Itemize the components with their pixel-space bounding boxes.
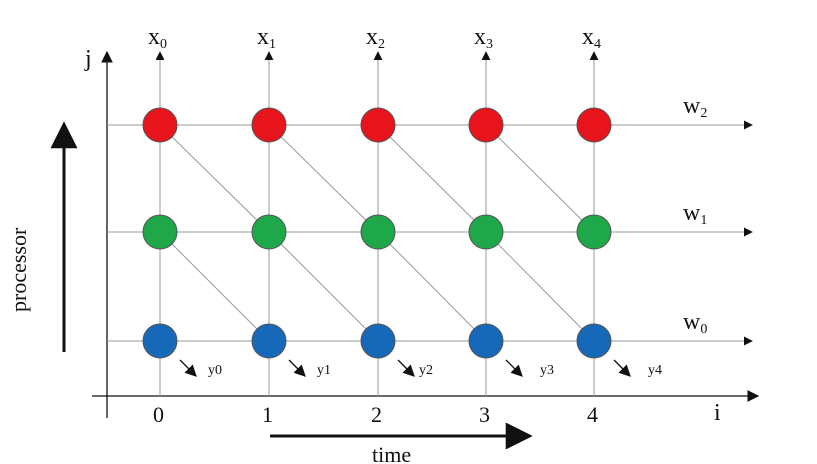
y-label: y4: [648, 363, 662, 378]
processor-label: processor: [6, 227, 31, 312]
nodes-row-w1: [142, 214, 612, 250]
j-axis-label: j: [84, 46, 92, 72]
y-label: y2: [419, 363, 433, 378]
time-label: time: [372, 442, 411, 464]
svg-text:0: 0: [153, 402, 164, 427]
svg-text:x1: x1: [257, 24, 276, 52]
nodes-row-w0: [142, 323, 612, 359]
output-arrows: [179, 359, 631, 377]
node-green: [468, 214, 504, 250]
node-green: [576, 214, 612, 250]
y-label: y1: [317, 363, 331, 378]
svg-text:w0: w0: [683, 309, 707, 337]
node-blue: [142, 323, 178, 359]
svg-text:3: 3: [479, 402, 490, 427]
svg-text:1: 1: [262, 402, 273, 427]
node-red: [360, 107, 396, 143]
svg-text:2: 2: [371, 402, 382, 427]
row-lines: [107, 120, 753, 346]
node-red: [576, 107, 612, 143]
svg-text:x2: x2: [366, 24, 385, 52]
svg-text:w1: w1: [683, 200, 707, 228]
y-labels: y0 y1 y2 y3 y4: [208, 363, 662, 378]
diagonal-lines: [159, 124, 595, 342]
node-green: [142, 214, 178, 250]
node-green: [360, 214, 396, 250]
svg-text:x3: x3: [474, 24, 493, 52]
column-index-labels: 0 1 2 3 4: [153, 402, 598, 427]
nodes-row-w2: [142, 107, 612, 143]
svg-text:4: 4: [587, 402, 598, 427]
i-axis-label: i: [714, 400, 721, 426]
node-red: [468, 107, 504, 143]
svg-text:w2: w2: [683, 93, 707, 121]
y-label: y0: [208, 363, 222, 378]
x-labels: x0 x1 x2 x3 x4: [148, 24, 601, 52]
node-blue: [576, 323, 612, 359]
svg-text:x0: x0: [148, 24, 167, 52]
node-blue: [360, 323, 396, 359]
svg-text:x4: x4: [582, 24, 601, 52]
node-blue: [251, 323, 287, 359]
node-red: [251, 107, 287, 143]
w-labels: w2 w1 w0: [683, 93, 707, 337]
y-label: y3: [540, 363, 554, 378]
node-blue: [468, 323, 504, 359]
node-green: [251, 214, 287, 250]
node-red: [142, 107, 178, 143]
